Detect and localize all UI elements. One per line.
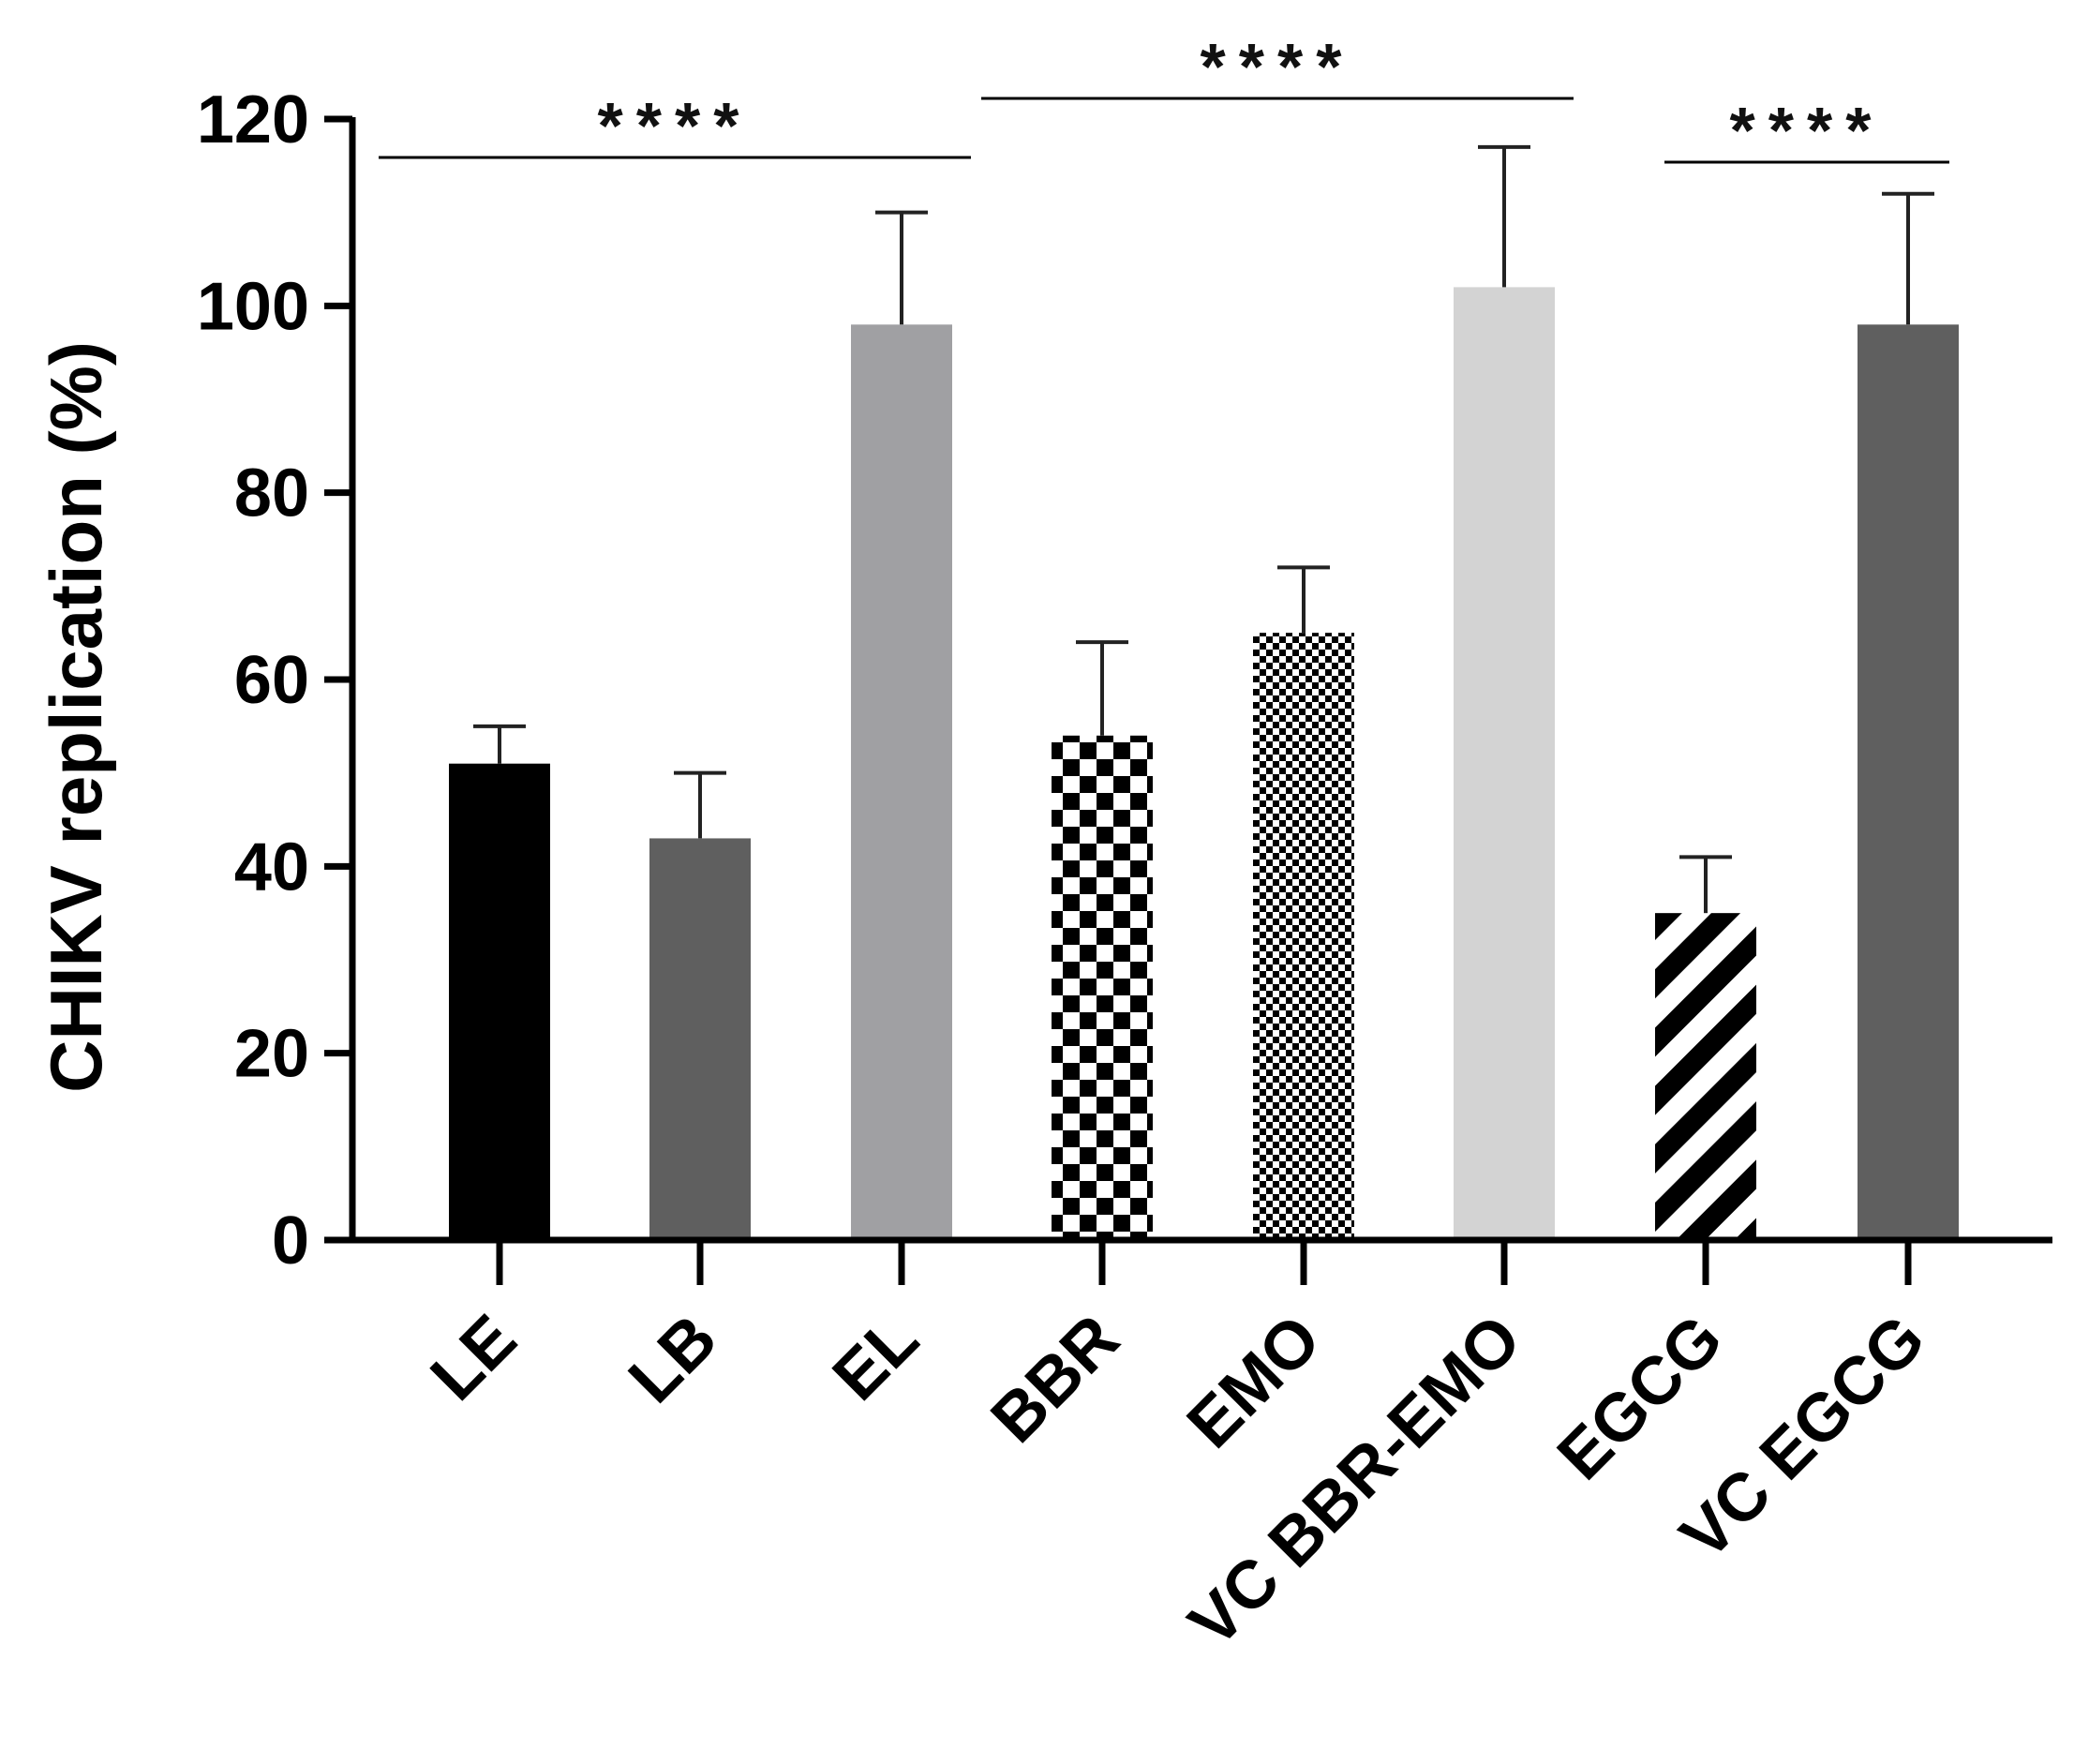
bar-le — [449, 763, 550, 1240]
x-tick-label: EMO — [1173, 1301, 1335, 1463]
x-tick-label: LE — [417, 1301, 531, 1415]
bar-bbr — [1052, 735, 1153, 1240]
significance-stars: **** — [598, 89, 753, 162]
y-tick-label: 80 — [234, 456, 309, 531]
y-tick-label: 0 — [272, 1203, 309, 1278]
y-tick-label: 120 — [197, 82, 309, 157]
y-tick-label: 40 — [234, 830, 309, 904]
y-tick-label: 20 — [234, 1017, 309, 1092]
x-tick-label: LB — [615, 1301, 731, 1417]
x-tick-label: BBR — [977, 1301, 1133, 1458]
bar-vc-egcg — [1858, 324, 1959, 1240]
y-tick-label: 100 — [197, 269, 309, 344]
significance-stars: **** — [1201, 30, 1355, 103]
y-axis-title: CHIKV replication (%) — [35, 341, 117, 1093]
x-tick-label: EGCG — [1544, 1301, 1737, 1494]
x-tick-label: EL — [819, 1301, 933, 1415]
bar-emo — [1253, 633, 1354, 1240]
bar-vc-bbr-emo — [1454, 287, 1555, 1240]
y-tick-label: 60 — [234, 643, 309, 718]
bar-egcg — [1655, 913, 1756, 1240]
bar-el — [851, 324, 952, 1240]
significance-stars: **** — [1730, 94, 1885, 167]
bar-lb — [649, 838, 751, 1240]
